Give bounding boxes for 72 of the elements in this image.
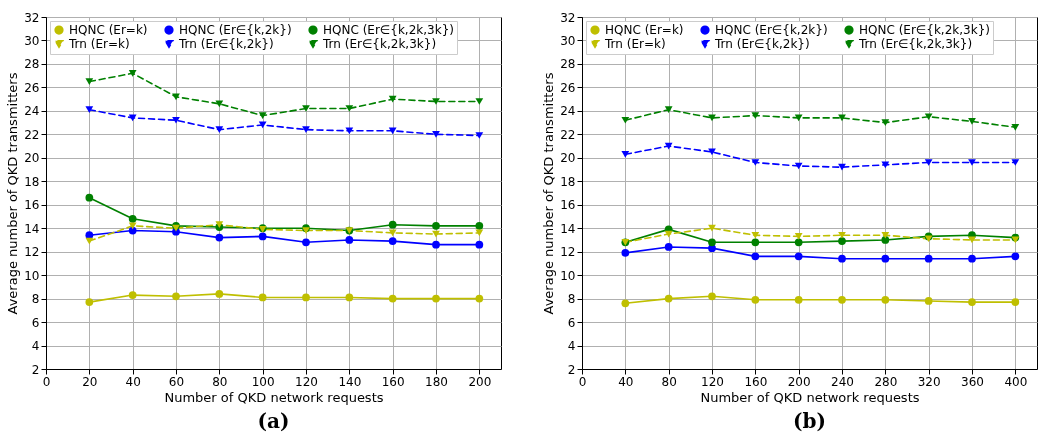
y-tick-label: 8 [567, 292, 576, 307]
x-tick-label: 60 [168, 374, 185, 389]
y-tick-label: 10 [560, 268, 576, 283]
y-tick-label: 20 [24, 151, 40, 166]
legend-label: HQNC (Er=k) [605, 23, 684, 38]
y-tick-label: 4 [567, 339, 576, 354]
x-tick-label: 400 [1004, 374, 1028, 389]
y-tick-label: 16 [560, 198, 576, 213]
y-tick-label: 12 [560, 245, 576, 260]
legend-label: Trn (Er=k) [604, 37, 666, 51]
x-tick-label: 120 [295, 374, 318, 389]
legend-label: Trn (Er∈{k,2k}) [178, 37, 274, 51]
text: (a) [257, 409, 290, 433]
y-tick-label: 26 [24, 80, 40, 95]
x-tick-label: 180 [425, 374, 448, 389]
y-tick-label: 2 [31, 362, 40, 377]
y-axis-title: Average number of QKD transmitters [5, 72, 21, 315]
x-tick-label: 120 [701, 374, 724, 389]
x-tick-label: 140 [338, 374, 362, 389]
x-tick-label: 40 [125, 374, 141, 389]
y-tick-label: 16 [24, 198, 40, 213]
x-axis-title: Number of QKD network requests [700, 389, 920, 405]
y-tick-label: 8 [31, 292, 40, 307]
legend-label: HQNC (Er∈{k,2k}) [179, 23, 292, 38]
x-tick-label: 200 [787, 374, 811, 389]
y-tick-label: 26 [560, 80, 576, 95]
x-tick-label: 280 [874, 374, 898, 389]
legend-label: Trn (Er∈{k,2k}) [714, 37, 810, 51]
x-tick-label: 240 [831, 374, 854, 389]
legend-label: HQNC (Er=k) [69, 23, 148, 38]
y-axis-title: Average number of QKD transmitters [541, 72, 557, 315]
y-tick-label: 32 [560, 10, 576, 25]
y-tick-label: 22 [24, 127, 40, 142]
y-tick-label: 18 [560, 174, 576, 189]
y-tick-label: 12 [24, 245, 40, 260]
x-axis-title: Number of QKD network requests [164, 389, 384, 405]
x-tick-label: 0 [578, 374, 587, 389]
x-tick-label: 0 [42, 374, 51, 389]
x-tick-label: 80 [212, 374, 228, 389]
y-tick-label: 14 [24, 221, 40, 236]
y-tick-label: 22 [560, 127, 576, 142]
y-tick-label: 24 [560, 104, 576, 119]
x-tick-label: 160 [744, 374, 768, 389]
y-tick-label: 6 [31, 315, 40, 330]
x-tick-label: 200 [468, 374, 492, 389]
y-tick-label: 20 [560, 151, 576, 166]
y-tick-label: 18 [24, 174, 40, 189]
y-tick-label: 32 [24, 10, 40, 25]
y-tick-label: 28 [560, 57, 576, 72]
x-tick-label: 320 [917, 374, 941, 389]
legend-label: Trn (Er∈{k,2k,3k}) [322, 37, 437, 51]
x-tick-label: 80 [661, 374, 677, 389]
y-tick-label: 10 [24, 268, 40, 283]
y-tick-label: 28 [24, 57, 40, 72]
legend-label: HQNC (Er∈{k,2k,3k}) [859, 23, 990, 38]
y-tick-label: 6 [567, 315, 576, 330]
x-tick-label: 40 [618, 374, 634, 389]
legend-label: HQNC (Er∈{k,2k,3k}) [323, 23, 454, 38]
y-tick-label: 30 [24, 33, 40, 48]
x-tick-label: 20 [82, 374, 98, 389]
y-tick-label: 30 [560, 33, 576, 48]
y-tick-label: 14 [560, 221, 576, 236]
y-tick-label: 24 [24, 104, 40, 119]
legend-label: HQNC (Er∈{k,2k}) [715, 23, 828, 38]
text: (b) [793, 409, 826, 433]
x-tick-label: 100 [251, 374, 275, 389]
y-tick-label: 4 [31, 339, 40, 354]
x-tick-label: 160 [381, 374, 405, 389]
y-tick-label: 2 [567, 362, 576, 377]
legend-label: Trn (Er∈{k,2k,3k}) [858, 37, 973, 51]
legend-label: Trn (Er=k) [68, 37, 130, 51]
x-tick-label: 360 [961, 374, 984, 389]
